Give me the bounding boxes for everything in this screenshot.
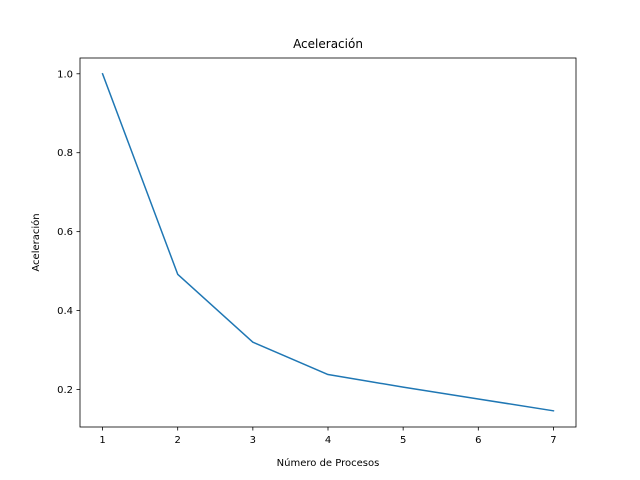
chart-title: Aceleración xyxy=(293,37,363,51)
y-tick-label: 0.2 xyxy=(57,385,73,396)
x-axis: 1 2 3 4 5 6 7 xyxy=(99,427,557,446)
x-axis-label: Número de Procesos xyxy=(277,457,380,469)
x-tick-label: 5 xyxy=(400,435,406,446)
y-tick-label: 0.6 xyxy=(57,227,73,238)
x-tick-label: 3 xyxy=(250,435,256,446)
series-line xyxy=(101,72,555,412)
y-tick-label: 0.4 xyxy=(57,306,73,317)
y-tick-label: 1.0 xyxy=(57,69,73,80)
y-axis-label: Aceleración xyxy=(30,213,42,271)
y-axis: 0.2 0.4 0.6 0.8 1.0 xyxy=(57,69,80,396)
x-tick-label: 6 xyxy=(475,435,481,446)
plot-area xyxy=(101,72,555,412)
x-tick-label: 4 xyxy=(325,435,331,446)
y-tick-label: 0.8 xyxy=(57,148,73,159)
x-tick-label: 7 xyxy=(550,435,556,446)
x-tick-label: 1 xyxy=(99,435,105,446)
x-tick-label: 2 xyxy=(175,435,181,446)
